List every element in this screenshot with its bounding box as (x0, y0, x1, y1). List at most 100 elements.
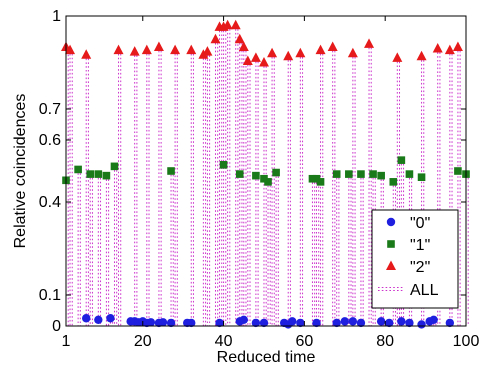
series-2-point (153, 41, 164, 51)
series-0-point (348, 317, 358, 326)
legend-swatch (387, 240, 395, 248)
series-1-point (260, 174, 268, 183)
series-0-point (445, 318, 455, 328)
x-tick-label: 100 (453, 333, 480, 350)
legend: "0" "1" "2" ALL (371, 209, 459, 309)
series-2-point (347, 47, 358, 58)
legend-item: ALL (378, 282, 439, 299)
legend-label: "0" (410, 215, 430, 232)
legend-item: "2" (386, 259, 430, 276)
y-tick-label: 0 (52, 318, 61, 335)
series-0-point (417, 320, 426, 329)
series-1-point (102, 171, 111, 180)
series-2-point (113, 44, 124, 55)
series-1-point (86, 170, 95, 178)
series-2-point (129, 46, 140, 56)
series-0-point (82, 314, 91, 323)
series-2-point (234, 33, 245, 44)
series-2-point (432, 43, 443, 53)
legend-item: "0" (386, 215, 430, 232)
series-1-point (312, 174, 321, 183)
series-2-point (295, 47, 306, 58)
series-2-point (230, 19, 241, 30)
series-2-point (315, 44, 326, 55)
series-2-point (283, 50, 294, 61)
series-0-point (376, 317, 386, 326)
series-2-point (238, 41, 249, 51)
y-axis-ticks: 0 0.1 0.4 0.6 0.7 1 (39, 8, 466, 335)
series-0-point (356, 318, 366, 328)
series-0-point (94, 315, 103, 324)
y-axis-title: Relative coincidences (12, 94, 29, 249)
x-tick-label: 20 (134, 333, 152, 350)
x-axis-title: Reduced time (217, 349, 316, 366)
series-2-point (202, 46, 213, 56)
series-1-point (454, 167, 462, 175)
series-2-point (141, 44, 152, 55)
series-0-point (158, 318, 168, 327)
series-1-point (219, 161, 228, 169)
series-2-point (267, 47, 278, 58)
series-2-point (444, 44, 455, 55)
legend-item: "1" (387, 237, 430, 254)
legend-box (371, 209, 459, 309)
series-0-point (106, 314, 115, 323)
series-1-point (235, 170, 244, 178)
series-1-point (167, 167, 175, 175)
series-1-point (357, 170, 365, 178)
series-1-point (110, 162, 119, 171)
y-tick-label: 0.1 (39, 287, 61, 304)
series-2-point (364, 38, 375, 48)
series-2-point (81, 49, 92, 59)
series-2-point (222, 19, 233, 30)
x-axis-ticks: 1 20 40 60 80 100 (62, 16, 480, 350)
series-2-point (250, 52, 261, 62)
series-1-point (397, 156, 406, 164)
x-tick-label: 40 (215, 333, 233, 350)
series-0-point (340, 317, 349, 326)
series-0-point (429, 315, 438, 324)
legend-label: "1" (410, 237, 430, 254)
plot-frame (65, 15, 467, 327)
series-2-point (327, 41, 338, 51)
legend-label: ALL (410, 282, 439, 299)
x-tick-label: 80 (376, 333, 394, 350)
series-1-point (316, 178, 325, 186)
series-0-point (385, 318, 394, 328)
series-1-point (272, 168, 280, 177)
series-1-point (369, 170, 377, 178)
series-0-point (312, 318, 321, 328)
series-0-point (251, 318, 261, 328)
series-1-point (389, 178, 398, 186)
y-tick-label: 1 (52, 8, 61, 25)
series-2-point (392, 52, 403, 62)
series-1-point (74, 165, 82, 174)
series-1-point (405, 170, 414, 178)
series-0-point (296, 318, 305, 328)
series-2-point (170, 44, 181, 55)
series-2-point (416, 50, 427, 61)
series-1-point (417, 173, 426, 181)
series-2-point (210, 33, 221, 44)
series-2-point (452, 41, 463, 51)
series-1-point (345, 170, 353, 178)
series-1-point (264, 178, 272, 186)
y-tick-label: 0.4 (39, 194, 61, 211)
legend-label: "2" (410, 259, 430, 276)
series-0-point (239, 315, 248, 324)
series-0-point (405, 318, 414, 328)
series-2-point (242, 55, 253, 65)
x-tick-label: 60 (295, 333, 313, 350)
series-0-point (215, 318, 224, 328)
y-tick-label: 0.6 (39, 132, 61, 149)
series-0-point (187, 318, 196, 328)
series-0-point (166, 318, 176, 328)
series-2-point (65, 44, 76, 55)
legend-swatch (386, 217, 396, 227)
series-0-point (332, 318, 341, 328)
series-0-point (288, 317, 297, 326)
series-1-point (308, 174, 317, 183)
series-0-point (146, 318, 156, 327)
x-tick-label: 1 (62, 333, 71, 350)
